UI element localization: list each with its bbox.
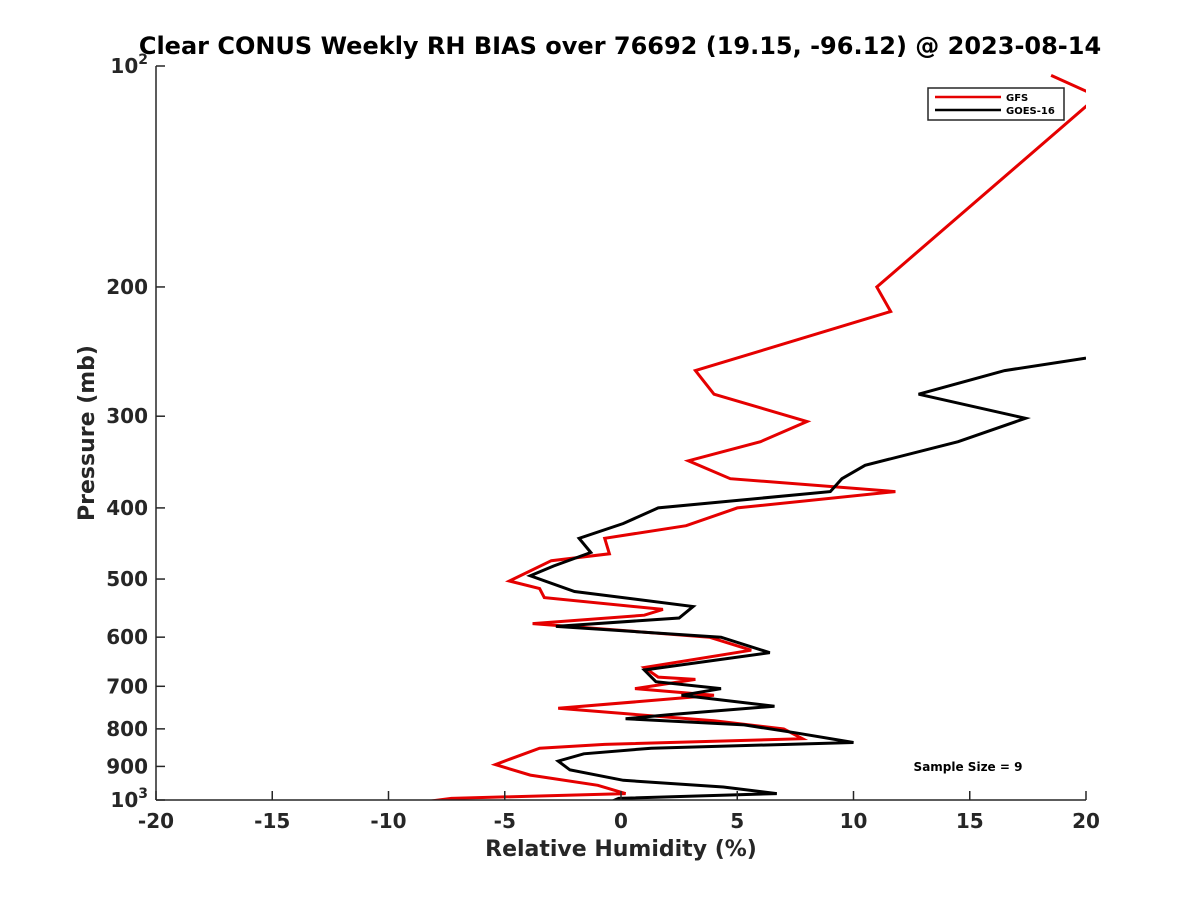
x-tick-label: -15: [254, 809, 290, 833]
y-tick-label: 500: [106, 567, 148, 591]
y-tick-label: 102: [110, 52, 148, 78]
series-line-gfs: [427, 74, 1086, 800]
x-tick-label: -10: [370, 809, 406, 833]
y-tick-base: 10: [110, 788, 138, 812]
y-tick-label: 800: [106, 717, 148, 741]
x-tick-label: 10: [840, 809, 868, 833]
legend-box: [927, 87, 1065, 121]
x-tick-label: -20: [138, 809, 174, 833]
y-axis-label: Pressure (mb): [75, 345, 100, 521]
x-tick-label: 0: [614, 809, 628, 833]
y-tick-label: 400: [106, 496, 148, 520]
x-axis-ticks: -20 -15 -10 -5 0 5 10 15 20: [138, 791, 1100, 833]
legend: GFS GOES-16: [927, 87, 1065, 121]
series-layer: [427, 74, 1086, 800]
chart-title: Clear CONUS Weekly RH BIAS over 76692 (1…: [139, 32, 1101, 60]
y-tick-exponent: 2: [138, 52, 148, 68]
y-tick-base: 10: [110, 54, 138, 78]
y-tick-exponent: 3: [138, 786, 148, 802]
y-tick-label: 200: [106, 275, 148, 299]
legend-label-goes16: GOES-16: [1006, 106, 1055, 117]
y-tick-label: 300: [106, 404, 148, 428]
y-tick-label: 900: [106, 754, 148, 778]
legend-label-gfs: GFS: [1006, 93, 1028, 104]
x-axis-label: Relative Humidity (%): [485, 837, 757, 862]
x-tick-label: -5: [494, 809, 516, 833]
x-tick-label: 15: [956, 809, 984, 833]
sample-size-annotation: Sample Size = 9: [914, 760, 1023, 774]
x-tick-label: 5: [730, 809, 744, 833]
y-tick-label: 700: [106, 674, 148, 698]
x-tick-label: 20: [1072, 809, 1100, 833]
y-tick-label: 600: [106, 625, 148, 649]
series-line-goes16: [526, 356, 1086, 800]
y-tick-label: 103: [110, 786, 148, 812]
